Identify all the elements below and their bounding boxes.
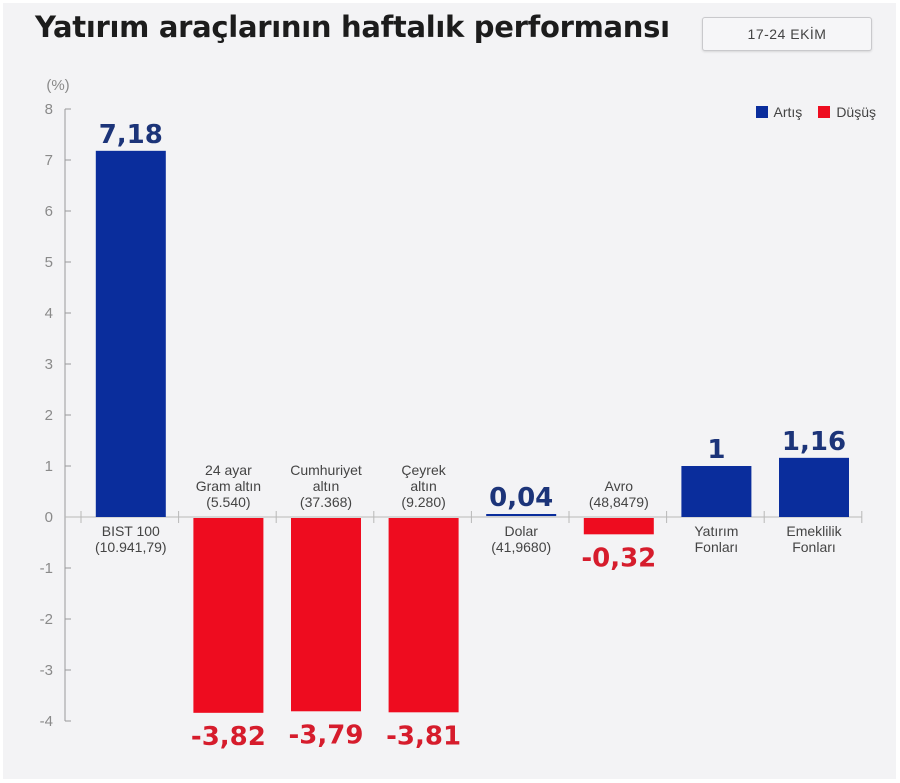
y-tick-label: 2	[45, 407, 53, 424]
category-label-line: (5.540)	[206, 494, 250, 510]
value-label: 7,18	[99, 120, 163, 150]
y-tick-label: 1	[45, 458, 53, 475]
y-tick-label: -1	[40, 560, 53, 577]
bar	[95, 150, 166, 517]
category-label-line: 24 ayar	[205, 462, 252, 478]
category-label-line: (48,8479)	[589, 494, 649, 510]
legend: Artış Düşüş	[740, 104, 876, 120]
legend-label-decrease: Düşüş	[836, 104, 876, 120]
category-label: Çeyrek altın (9.280)	[401, 462, 446, 510]
y-tick-label: 5	[45, 254, 53, 271]
category-label: Cumhuriyet altın (37.368)	[290, 462, 362, 510]
category-label: Yatırım Fonları	[694, 523, 738, 555]
category-label-line: (9.280)	[401, 494, 445, 510]
y-tick-label: 4	[45, 305, 53, 322]
chart-title: Yatırım araçlarının haftalık performansı	[35, 10, 670, 44]
y-tick-label: 3	[45, 356, 53, 373]
value-label: -3,79	[289, 720, 364, 750]
value-label: -3,82	[191, 722, 266, 752]
y-tick-label: 8	[45, 101, 53, 118]
y-tick-label: 7	[45, 152, 53, 169]
category-label-line: Fonları	[695, 539, 739, 555]
y-tick-label: -2	[40, 611, 53, 628]
bar	[779, 457, 849, 517]
legend-label-increase: Artış	[773, 104, 803, 120]
category-label: Emeklilik Fonları	[786, 523, 842, 555]
value-label: -0,32	[581, 543, 656, 573]
category-label-line: (41,9680)	[491, 539, 551, 555]
legend-item-decrease: Düşüş	[818, 104, 876, 120]
bar	[681, 466, 752, 517]
category-label-line: Emeklilik	[786, 523, 842, 539]
bar	[193, 518, 264, 713]
bar	[583, 518, 654, 535]
category-label: BIST 100 (10.941,79)	[95, 523, 167, 555]
category-label-line: Avro	[605, 478, 634, 494]
category-label-line: Gram altın	[196, 478, 261, 494]
bar	[291, 518, 361, 712]
value-label: 1,16	[782, 427, 846, 457]
date-range-badge: 17-24 EKİM	[702, 17, 872, 51]
category-label-line: altın	[313, 478, 339, 494]
category-label-line: Fonları	[792, 539, 836, 555]
value-label: 1	[707, 435, 725, 465]
category-label-line: Çeyrek	[401, 462, 446, 478]
category-label: 24 ayar Gram altın (5.540)	[196, 462, 261, 510]
bar	[486, 514, 557, 517]
category-label-line: Cumhuriyet	[290, 462, 362, 478]
value-label: 0,04	[489, 483, 553, 513]
category-label-line: Yatırım	[694, 523, 738, 539]
legend-swatch-increase	[755, 106, 768, 118]
y-tick-label: -4	[40, 713, 53, 730]
category-label-line: (37.368)	[300, 494, 352, 510]
category-label-line: Dolar	[504, 523, 538, 539]
y-axis-label: (%)	[46, 77, 69, 94]
bar	[388, 518, 459, 713]
y-tick-label: -3	[40, 662, 53, 679]
legend-swatch-decrease	[818, 106, 831, 118]
category-label-line: (10.941,79)	[95, 539, 167, 555]
category-label-line: altın	[410, 478, 436, 494]
category-label: Dolar (41,9680)	[491, 523, 551, 555]
y-tick-label: 6	[45, 203, 53, 220]
value-label: -3,81	[386, 721, 461, 751]
category-label: Avro (48,8479)	[589, 478, 649, 510]
y-tick-label: 0	[45, 509, 53, 526]
legend-item-increase: Artış	[755, 104, 803, 120]
category-label-line: BIST 100	[102, 523, 160, 539]
